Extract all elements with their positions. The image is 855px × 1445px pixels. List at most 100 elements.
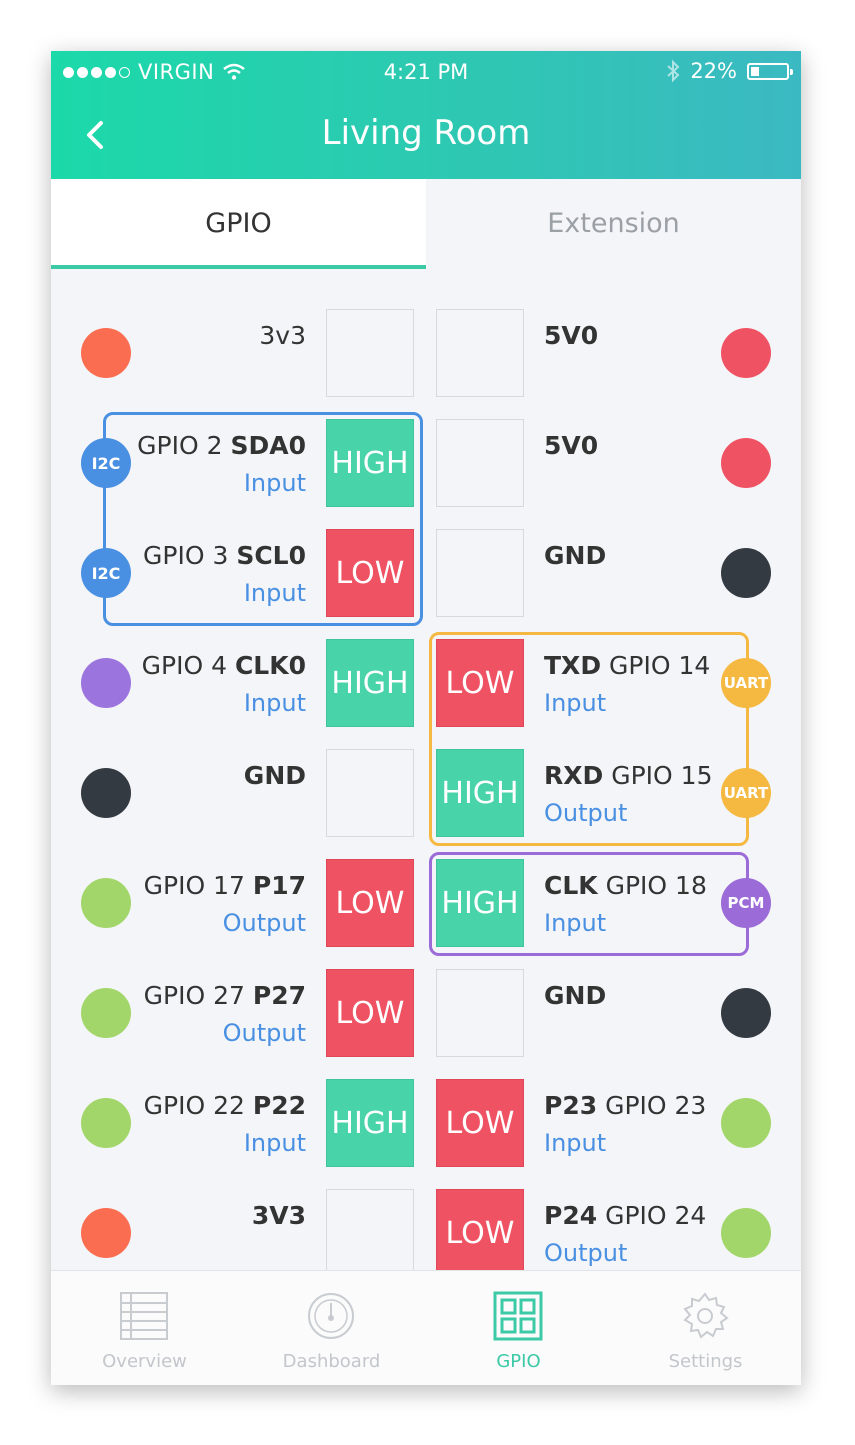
pin-state-toggle[interactable]: LOW xyxy=(436,1079,524,1167)
wifi-icon xyxy=(223,63,246,80)
pin-label: GND xyxy=(544,981,606,1010)
pin-state-toggle[interactable]: HIGH xyxy=(326,639,414,727)
signal-icon xyxy=(63,66,130,78)
pin-mode: Output xyxy=(544,799,628,827)
uart-group-outline xyxy=(429,632,749,846)
gear-icon xyxy=(683,1292,729,1339)
nav-dashboard[interactable]: Dashboard xyxy=(238,1271,425,1385)
battery-percent: 22% xyxy=(690,59,737,83)
pin-name: GPIO 2 xyxy=(137,431,231,460)
pin-name: GPIO 24 xyxy=(597,1201,707,1230)
nav-overview[interactable]: Overview xyxy=(51,1271,238,1385)
pin-label: 3V3 xyxy=(252,1201,306,1230)
carrier-name: VIRGIN xyxy=(138,60,215,84)
pin-indicator-dot xyxy=(721,1098,771,1148)
pin-name-bold: P17 xyxy=(252,871,306,900)
pin-state-toggle[interactable]: LOW xyxy=(326,529,414,617)
pin-indicator-dot xyxy=(721,548,771,598)
pin-label: 3v3 xyxy=(259,321,306,350)
tab-extension[interactable]: Extension xyxy=(426,179,801,269)
pin-label: GPIO 17 P17 xyxy=(144,871,306,900)
battery-icon xyxy=(747,62,793,80)
pin-label: GND xyxy=(244,761,306,790)
i2c-group-outline xyxy=(103,412,423,626)
pin-indicator-dot xyxy=(81,658,131,708)
pin-indicator-dot xyxy=(721,1208,771,1258)
pin-state-toggle[interactable]: HIGH xyxy=(436,859,524,947)
pin-state-toggle[interactable] xyxy=(326,1189,414,1277)
pin-mode: Input xyxy=(243,579,306,607)
nav-gpio[interactable]: GPIO xyxy=(425,1271,612,1385)
grid-icon xyxy=(493,1291,543,1341)
pin-name-bold: P22 xyxy=(252,1091,306,1120)
pin-name-bold: TXD xyxy=(544,651,602,680)
pin-mode: Input xyxy=(544,1129,607,1157)
pin-indicator-dot xyxy=(81,768,131,818)
pin-label: 5V0 xyxy=(544,321,598,350)
nav-settings[interactable]: Settings xyxy=(612,1271,799,1385)
pin-mode: Output xyxy=(222,1019,306,1047)
pin-state-toggle[interactable]: LOW xyxy=(326,859,414,947)
pin-name: GPIO 27 xyxy=(143,981,253,1010)
pin-name: GPIO 4 xyxy=(141,651,235,680)
pin-state-toggle[interactable]: HIGH xyxy=(326,419,414,507)
pin-state-toggle[interactable]: LOW xyxy=(436,1189,524,1277)
pin-label: GPIO 3 SCL0 xyxy=(143,541,306,570)
pin-name: GPIO 23 xyxy=(597,1091,707,1120)
app-header: VIRGIN 4:21 PM 22% Living Room xyxy=(51,51,801,179)
pin-name-bold: 5V0 xyxy=(544,321,599,350)
pin-mode: Input xyxy=(544,909,607,937)
pin-label: 5V0 xyxy=(544,431,598,460)
pin-label: RXD GPIO 15 xyxy=(544,761,713,790)
pin-state-toggle[interactable]: HIGH xyxy=(326,1079,414,1167)
pin-mode: Input xyxy=(544,689,607,717)
pin-label: CLK GPIO 18 xyxy=(544,871,707,900)
tab-gpio[interactable]: GPIO xyxy=(51,179,426,269)
pin-mode: Input xyxy=(243,1129,306,1157)
pin-state-toggle[interactable] xyxy=(436,419,524,507)
nav-dashboard-label: Dashboard xyxy=(282,1351,381,1372)
back-chevron-icon[interactable] xyxy=(79,117,115,153)
pin-indicator-dot xyxy=(81,878,131,928)
pin-label: GPIO 2 SDA0 xyxy=(137,431,306,460)
pin-name-bold: P23 xyxy=(544,1091,598,1120)
pin-state-toggle[interactable]: LOW xyxy=(436,639,524,727)
pin-label: TXD GPIO 14 xyxy=(544,651,710,680)
pin-label: GPIO 4 CLK0 xyxy=(142,651,306,680)
pin-state-toggle[interactable]: HIGH xyxy=(436,749,524,837)
pin-label: P23 GPIO 23 xyxy=(544,1091,706,1120)
pin-indicator-dot xyxy=(721,438,771,488)
nav-settings-label: Settings xyxy=(668,1351,743,1372)
pin-name: GPIO 14 xyxy=(601,651,711,680)
pin-name-bold: SDA0 xyxy=(230,431,306,460)
pin-tag-pcm: PCM xyxy=(721,878,771,928)
pin-label: GPIO 22 P22 xyxy=(144,1091,306,1120)
pin-state-toggle[interactable]: LOW xyxy=(326,969,414,1057)
pin-name-bold: CLK0 xyxy=(234,651,306,680)
pin-name-bold: P27 xyxy=(252,981,306,1010)
pin-state-toggle[interactable] xyxy=(326,309,414,397)
pin-tag-uart: UART xyxy=(721,768,771,818)
bluetooth-icon xyxy=(667,59,680,83)
gauge-icon xyxy=(308,1293,354,1339)
pin-label: GND xyxy=(544,541,606,570)
pin-name-bold: 3V3 xyxy=(251,1201,306,1230)
pin-name: GPIO 3 xyxy=(143,541,237,570)
pin-state-toggle[interactable] xyxy=(436,309,524,397)
pin-indicator-dot xyxy=(81,1208,131,1258)
pin-name: GPIO 22 xyxy=(143,1091,253,1120)
pin-name: GPIO 18 xyxy=(597,871,707,900)
pin-indicator-dot xyxy=(81,1098,131,1148)
pin-indicator-dot xyxy=(721,988,771,1038)
pin-indicator-dot xyxy=(81,988,131,1038)
pin-label: P24 GPIO 24 xyxy=(544,1201,706,1230)
pin-state-toggle[interactable] xyxy=(326,749,414,837)
pin-state-toggle[interactable] xyxy=(436,969,524,1057)
pin-name-bold: SCL0 xyxy=(236,541,306,570)
pin-name: 3v3 xyxy=(259,321,306,350)
pin-name-bold: GND xyxy=(544,541,607,570)
page-title: Living Room xyxy=(321,113,531,153)
pin-name-bold: 5V0 xyxy=(544,431,599,460)
pin-name: GPIO 15 xyxy=(603,761,713,790)
pin-state-toggle[interactable] xyxy=(436,529,524,617)
